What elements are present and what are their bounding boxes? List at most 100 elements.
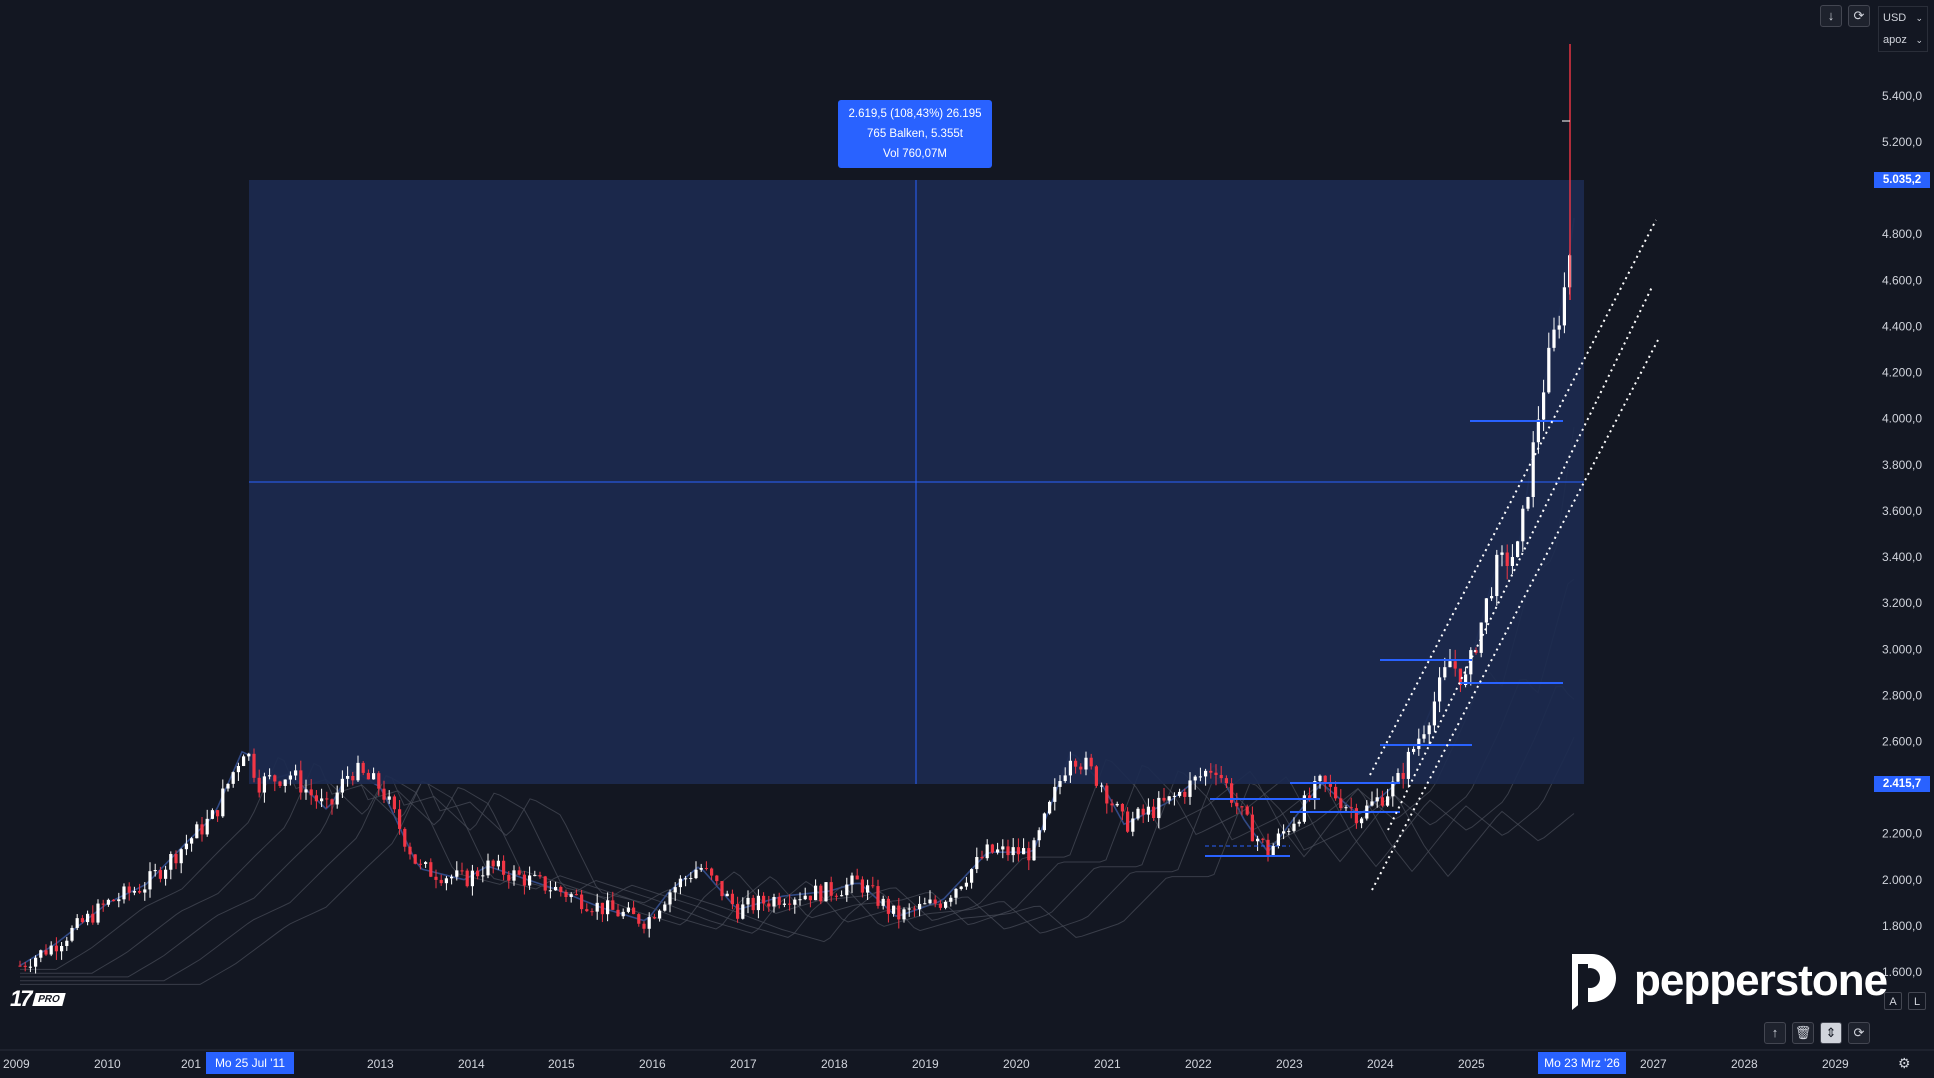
candle-body	[1261, 838, 1265, 840]
refresh-icon[interactable]: ⟳	[1848, 1022, 1870, 1044]
channel-line-upper[interactable]	[1369, 219, 1657, 776]
time-axis[interactable]: 2009201020122013201420152016201720182019…	[3, 1057, 1849, 1071]
candle-body	[382, 788, 386, 800]
settings-gear-icon[interactable]: ⚙	[1898, 1055, 1911, 1071]
candle-body	[600, 902, 604, 915]
candle-body	[1250, 814, 1254, 842]
candle-body	[585, 909, 589, 912]
candle-body	[39, 950, 43, 958]
collapse-icon[interactable]: ⇕	[1820, 1022, 1842, 1044]
candle-body	[1562, 287, 1566, 326]
candle-body	[101, 903, 105, 905]
candle-body	[1089, 757, 1093, 767]
candle-body	[75, 918, 79, 928]
candle-body	[1126, 811, 1130, 832]
candle-body	[1022, 848, 1026, 855]
candle-body	[1453, 661, 1457, 669]
logo-text: pepperstone	[1634, 956, 1888, 1005]
candle-body	[377, 773, 381, 789]
candle-body	[658, 910, 662, 919]
unit-label[interactable]: apoz ⌄	[1879, 29, 1927, 51]
candle-body	[262, 776, 266, 793]
candle-body	[1536, 419, 1540, 443]
candle-body	[663, 904, 667, 911]
trend-channel[interactable]	[1369, 219, 1659, 891]
refresh-icon[interactable]: ⟳	[1848, 5, 1870, 27]
candle-body	[179, 849, 183, 864]
candle-body	[808, 895, 812, 901]
candle-body	[673, 887, 677, 893]
candle-body	[309, 789, 313, 796]
candle-body	[1162, 797, 1166, 801]
candle-body	[569, 894, 573, 898]
candle-body	[257, 777, 261, 793]
currency-label[interactable]: USD ⌄	[1879, 7, 1927, 29]
candle-body	[912, 908, 916, 910]
candle-body	[1214, 772, 1218, 776]
candle-body	[96, 903, 100, 923]
download-icon[interactable]: ↓	[1820, 5, 1842, 27]
candle-body	[949, 897, 953, 902]
candle-body	[554, 886, 558, 891]
price-tick-label: 2.000,0	[1882, 873, 1922, 887]
candle-body	[1188, 780, 1192, 797]
candle-body	[788, 903, 792, 905]
candle-body	[1266, 839, 1270, 857]
candle-body	[1068, 760, 1072, 776]
candle-body	[590, 911, 594, 913]
candle-body	[1380, 797, 1384, 806]
candle-body	[699, 868, 703, 870]
candle-body	[1391, 781, 1395, 797]
candles	[18, 44, 1572, 974]
candle-body	[1557, 325, 1561, 330]
candle-body	[746, 897, 750, 905]
candle-body	[938, 903, 942, 908]
candle-body	[522, 874, 526, 886]
price-axis[interactable]: 5.400,0 5.200,0 4.800,0 4.600,0 4.400,0 4.200…	[1882, 89, 1922, 979]
candle-body	[798, 899, 802, 901]
candle-body	[158, 870, 162, 879]
candle-body	[860, 879, 864, 893]
candle-body	[1276, 833, 1280, 846]
candle-body	[1256, 838, 1260, 842]
candle-body	[288, 775, 292, 780]
trash-icon[interactable]: 🗑	[1792, 1022, 1814, 1044]
candle-body	[268, 775, 272, 777]
candle-body	[928, 899, 932, 904]
candle-body	[1074, 760, 1078, 767]
candle-body	[632, 907, 636, 915]
candle-body	[413, 854, 417, 864]
measure-volume: Vol 760,07M	[883, 148, 947, 160]
candle-body	[1094, 766, 1098, 786]
time-tick-label: 2019	[912, 1057, 939, 1071]
candle-body	[195, 824, 199, 839]
candle-body	[1401, 773, 1405, 779]
candle-body	[710, 868, 714, 876]
candle-body	[1271, 845, 1275, 857]
candle-body	[470, 870, 474, 887]
candle-body	[325, 798, 329, 800]
candle-body	[138, 891, 142, 893]
currency-selector[interactable]: USD ⌄ apoz ⌄	[1878, 6, 1928, 52]
candle-body	[611, 900, 615, 910]
candle-body	[356, 762, 360, 781]
candle-body	[1084, 757, 1088, 770]
price-tick-label: 4.800,0	[1882, 227, 1922, 241]
candle-body	[881, 898, 885, 906]
log-scale-button[interactable]: L	[1908, 992, 1926, 1010]
channel-line-lower[interactable]	[1371, 339, 1659, 891]
channel-line-middle[interactable]	[1387, 286, 1653, 831]
price-tag-upper: 5.035,2	[1874, 172, 1930, 188]
candle-body	[647, 917, 651, 929]
candle-body	[1412, 748, 1416, 752]
time-tick-label: 2015	[548, 1057, 575, 1071]
candle-body	[424, 862, 428, 864]
candle-body	[1105, 785, 1109, 804]
arrow-up-icon[interactable]: ↑	[1764, 1022, 1786, 1044]
candle-body	[372, 773, 376, 780]
candle-body	[1386, 796, 1390, 806]
candle-body	[1032, 840, 1036, 861]
candle-body	[756, 895, 760, 911]
auto-scale-button[interactable]: A	[1884, 992, 1902, 1010]
